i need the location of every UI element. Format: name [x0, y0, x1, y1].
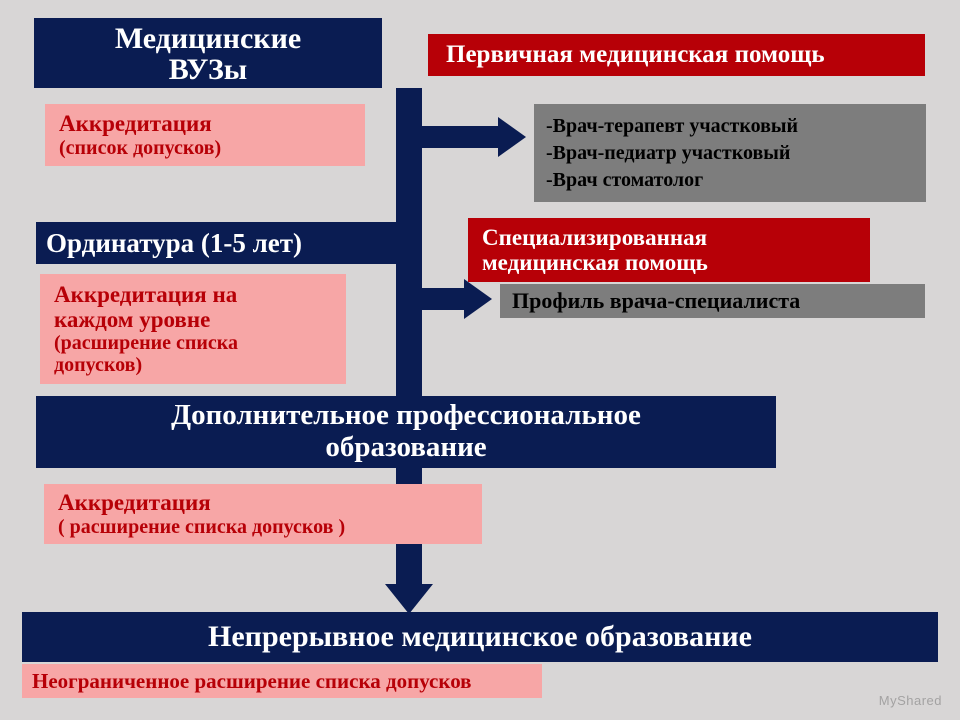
block-accreditation-1: Аккредитация (список допусков)	[45, 104, 365, 166]
text-line: Непрерывное медицинское образование	[208, 620, 752, 654]
text-line: Дополнительное профессиональное	[171, 400, 641, 432]
text-line: Аккредитация на	[54, 282, 346, 307]
text-sub: (список допусков)	[59, 137, 365, 159]
text-line: Аккредитация	[58, 490, 482, 515]
text-line: каждом уровне	[54, 307, 346, 332]
text-line: Ординатура (1-5 лет)	[46, 228, 414, 259]
block-specialist-profile: Профиль врача-специалиста	[500, 284, 925, 318]
block-primary-care: Первичная медицинская помощь	[428, 34, 925, 76]
block-continuous-education: Непрерывное медицинское образование	[22, 612, 938, 662]
flow-arrow-to-primary-care	[410, 126, 500, 148]
block-doctor-roles: -Врач-терапевт участковый -Врач-педиатр …	[534, 104, 926, 202]
text-sub: допусков)	[54, 354, 346, 376]
text-line: Неограниченное расширение списка допуско…	[32, 669, 542, 694]
block-specialized-care: Специализированная медицинская помощь	[468, 218, 870, 282]
text-line: Первичная медицинская помощь	[446, 41, 925, 69]
flow-arrow-to-specialist	[410, 288, 466, 310]
block-medical-universities: Медицинские ВУЗы	[34, 18, 382, 88]
text-sub: (расширение списка	[54, 332, 346, 354]
block-additional-education: Дополнительное профессиональное образова…	[36, 396, 776, 468]
text-line: Специализированная	[482, 225, 870, 250]
watermark-text: MyShared	[879, 693, 942, 708]
flow-arrow-to-specialist-head	[464, 279, 492, 319]
text-line: -Врач-терапевт участковый	[546, 113, 926, 140]
text-line: -Врач стоматолог	[546, 167, 926, 194]
flow-spine-arrowhead-down	[385, 584, 433, 614]
text-line: образование	[325, 432, 486, 464]
block-accreditation-2: Аккредитация на каждом уровне (расширени…	[40, 274, 346, 384]
text-sub: ( расширение списка допусков )	[58, 516, 482, 538]
text-line: медицинская помощь	[482, 250, 870, 275]
flow-arrow-to-primary-care-head	[498, 117, 526, 157]
text-line: Аккредитация	[59, 111, 365, 136]
text-line: Медицинские	[34, 23, 382, 55]
block-residency: Ординатура (1-5 лет)	[36, 222, 414, 264]
text-line: -Врач-педиатр участковый	[546, 140, 926, 167]
text-line: Профиль врача-специалиста	[512, 288, 925, 314]
block-unlimited-expansion: Неограниченное расширение списка допуско…	[22, 664, 542, 698]
text-line: ВУЗы	[34, 54, 382, 86]
block-accreditation-3: Аккредитация ( расширение списка допуско…	[44, 484, 482, 544]
